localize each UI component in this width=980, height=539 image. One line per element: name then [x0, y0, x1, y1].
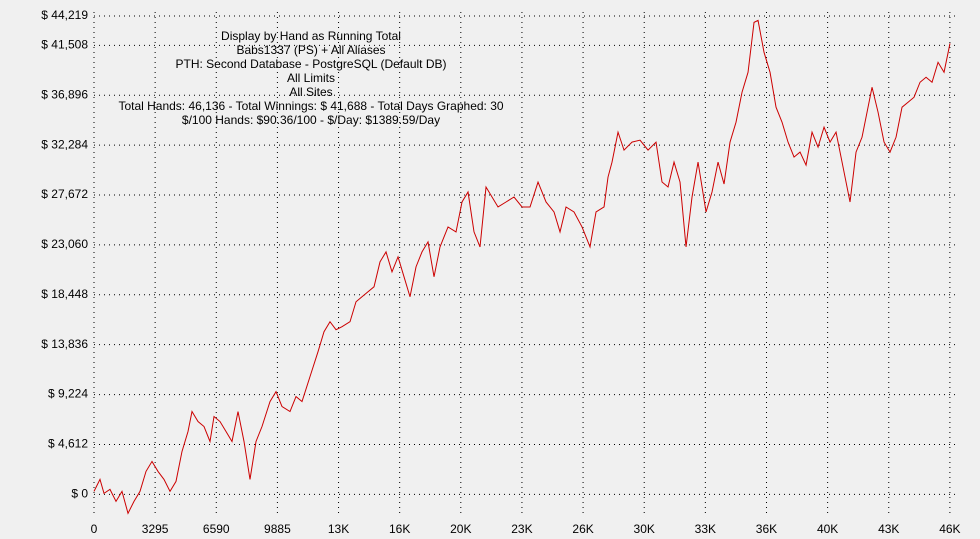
y-tick-label: $ 4,612	[48, 437, 88, 451]
x-tick-label: 23K	[511, 522, 532, 536]
x-tick-label: 0	[91, 522, 98, 536]
y-tick-label: $ 32,284	[41, 137, 88, 151]
annotation: PTH: Second Database - PostgreSQL (Defau…	[175, 57, 446, 71]
y-tick-label: $ 9,224	[48, 387, 88, 401]
annotation: All Limits	[287, 71, 335, 85]
line-series	[93, 19, 951, 515]
x-tick-label: 26K	[572, 522, 593, 536]
x-tick-label: 20K	[450, 522, 471, 536]
annotation: All Sites	[289, 85, 332, 99]
x-tick-label: 9885	[264, 522, 291, 536]
x-tick-label: 13K	[328, 522, 349, 536]
y-tick-label: $ 27,672	[41, 187, 88, 201]
x-tick-label: 33K	[695, 522, 716, 536]
y-tick-label: $ 41,508	[41, 37, 88, 51]
annotation: Total Hands: 46,136 - Total Winnings: $ …	[118, 99, 503, 113]
x-tick-label: 43K	[878, 522, 899, 536]
x-tick-label: 46K	[939, 522, 960, 536]
annotation: Display by Hand as Running Total	[221, 29, 401, 43]
x-tick-label: 36K	[756, 522, 777, 536]
y-tick-label: $ 18,448	[41, 287, 88, 301]
x-tick-label: 40K	[817, 522, 838, 536]
x-tick-label: 16K	[389, 522, 410, 536]
y-tick-label: $ 23,060	[41, 237, 88, 251]
y-tick-label: $ 36,896	[41, 87, 88, 101]
x-tick-label: 30K	[634, 522, 655, 536]
y-tick-label: $ 13,836	[41, 337, 88, 351]
y-tick-label: $ 0	[71, 487, 88, 501]
x-tick-label: 6590	[203, 522, 230, 536]
y-tick-label: $ 44,219	[41, 8, 88, 22]
annotation: $/100 Hands: $90.36/100 - $/Day: $1389.5…	[182, 113, 440, 127]
annotation: Babs1337 (PS) + All Aliases	[236, 43, 385, 57]
x-tick-label: 3295	[142, 522, 169, 536]
